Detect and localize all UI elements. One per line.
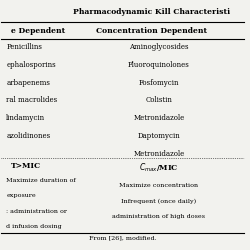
Text: ral macrolides: ral macrolides xyxy=(6,96,57,104)
Text: T>MIC: T>MIC xyxy=(11,162,41,170)
Text: Colistin: Colistin xyxy=(146,96,172,104)
Text: lindamycin: lindamycin xyxy=(6,114,45,122)
Text: Daptomycin: Daptomycin xyxy=(138,132,180,140)
Text: Penicillins: Penicillins xyxy=(6,43,42,51)
Text: Metronidazole: Metronidazole xyxy=(133,114,184,122)
Text: Aminoglycosides: Aminoglycosides xyxy=(129,43,188,51)
Text: Maximize concentration: Maximize concentration xyxy=(119,183,198,188)
Text: Pharmacodynamic Kill Characteristi: Pharmacodynamic Kill Characteristi xyxy=(73,8,230,16)
Text: administration of high doses: administration of high doses xyxy=(112,214,205,219)
Text: Concentration Dependent: Concentration Dependent xyxy=(96,27,207,35)
Text: $\mathit{C}_{max}$/MIC: $\mathit{C}_{max}$/MIC xyxy=(139,162,179,174)
Text: e Dependent: e Dependent xyxy=(11,27,65,35)
Text: Infrequent (once daily): Infrequent (once daily) xyxy=(121,198,196,204)
Text: exposure: exposure xyxy=(6,194,36,198)
Text: Fosfomycin: Fosfomycin xyxy=(138,78,179,86)
Text: d infusion dosing: d infusion dosing xyxy=(6,224,62,229)
Text: azolidinones: azolidinones xyxy=(6,132,50,140)
Text: : administration or: : administration or xyxy=(6,209,67,214)
Text: From [26], modified.: From [26], modified. xyxy=(89,236,156,241)
Text: arbapenems: arbapenems xyxy=(6,78,50,86)
Text: ephalosporins: ephalosporins xyxy=(6,61,56,69)
Text: Fluoroquinolones: Fluoroquinolones xyxy=(128,61,190,69)
Text: Metronidazole: Metronidazole xyxy=(133,150,184,158)
Text: Maximize duration of: Maximize duration of xyxy=(6,178,76,183)
